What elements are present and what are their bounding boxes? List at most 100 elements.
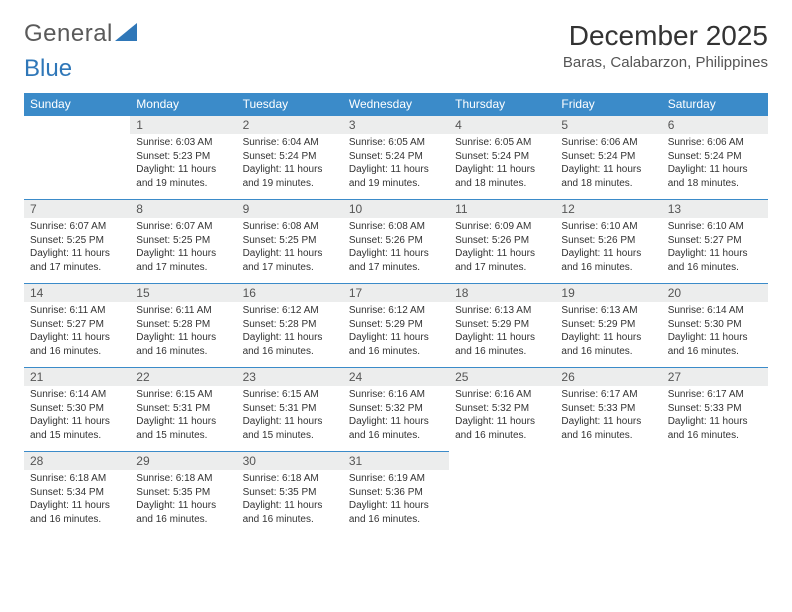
- sunset-text: Sunset: 5:33 PM: [561, 402, 655, 416]
- day-number: 22: [130, 368, 236, 386]
- sunrise-text: Sunrise: 6:10 AM: [668, 220, 762, 234]
- day-number: 12: [555, 200, 661, 218]
- sunrise-text: Sunrise: 6:10 AM: [561, 220, 655, 234]
- sunrise-text: Sunrise: 6:07 AM: [136, 220, 230, 234]
- sunset-text: Sunset: 5:32 PM: [349, 402, 443, 416]
- day-details: Sunrise: 6:12 AMSunset: 5:28 PMDaylight:…: [237, 302, 343, 362]
- calendar-day-cell: 7Sunrise: 6:07 AMSunset: 5:25 PMDaylight…: [24, 200, 130, 284]
- daylight-text: Daylight: 11 hours and 16 minutes.: [349, 499, 443, 526]
- sunrise-text: Sunrise: 6:07 AM: [30, 220, 124, 234]
- sunset-text: Sunset: 5:26 PM: [561, 234, 655, 248]
- sunrise-text: Sunrise: 6:19 AM: [349, 472, 443, 486]
- location: Baras, Calabarzon, Philippines: [563, 54, 768, 71]
- day-number: 28: [24, 452, 130, 470]
- sunrise-text: Sunrise: 6:15 AM: [243, 388, 337, 402]
- calendar-day-cell: 30 Sunrise: 6:18 AMSunset: 5:35 PMDayligh…: [237, 452, 343, 536]
- calendar-day-cell: 8Sunrise: 6:07 AMSunset: 5:25 PMDaylight…: [130, 200, 236, 284]
- sunset-text: Sunset: 5:30 PM: [30, 402, 124, 416]
- sunset-text: Sunset: 5:32 PM: [455, 402, 549, 416]
- calendar-header-row: SundayMondayTuesdayWednesdayThursdayFrid…: [24, 93, 768, 116]
- daylight-text: Daylight: 11 hours and 16 minutes.: [349, 331, 443, 358]
- sunrise-text: Sunrise: 6:06 AM: [668, 136, 762, 150]
- day-number: 4: [449, 116, 555, 134]
- calendar-day-cell: [555, 452, 661, 536]
- daylight-text: Daylight: 11 hours and 16 minutes.: [561, 247, 655, 274]
- calendar-day-cell: 9Sunrise: 6:08 AMSunset: 5:25 PMDaylight…: [237, 200, 343, 284]
- calendar-day-cell: 23Sunrise: 6:15 AMSunset: 5:31 PMDayligh…: [237, 368, 343, 452]
- sunset-text: Sunset: 5:27 PM: [30, 318, 124, 332]
- daylight-text: Daylight: 11 hours and 16 minutes.: [243, 331, 337, 358]
- calendar-week-row: 28Sunrise: 6:18 AMSunset: 5:34 PMDayligh…: [24, 452, 768, 536]
- daylight-text: Daylight: 11 hours and 15 minutes.: [30, 415, 124, 442]
- day-details: Sunrise: 6:15 AMSunset: 5:31 PMDaylight:…: [237, 386, 343, 446]
- daylight-text: Daylight: 11 hours and 16 minutes.: [668, 331, 762, 358]
- sunset-text: Sunset: 5:29 PM: [561, 318, 655, 332]
- day-number: 18: [449, 284, 555, 302]
- calendar-day-cell: 25Sunrise: 6:16 AMSunset: 5:32 PMDayligh…: [449, 368, 555, 452]
- sunset-text: Sunset: 5:28 PM: [136, 318, 230, 332]
- calendar-week-row: 14Sunrise: 6:11 AMSunset: 5:27 PMDayligh…: [24, 284, 768, 368]
- daylight-text: Daylight: 11 hours and 16 minutes.: [30, 331, 124, 358]
- daylight-text: Daylight: 11 hours and 16 minutes.: [30, 499, 124, 526]
- weekday-header: Wednesday: [343, 93, 449, 116]
- calendar-day-cell: 21 Sunrise: 6:14 AMSunset: 5:30 PMDayligh…: [24, 368, 130, 452]
- day-details: Sunrise: 6:07 AMSunset: 5:25 PMDaylight:…: [24, 218, 130, 278]
- sunset-text: Sunset: 5:24 PM: [668, 150, 762, 164]
- day-number: 21: [24, 368, 130, 386]
- daylight-text: Daylight: 11 hours and 16 minutes.: [243, 499, 337, 526]
- sunrise-text: Sunrise: 6:16 AM: [455, 388, 549, 402]
- sunrise-text: Sunrise: 6:18 AM: [30, 472, 124, 486]
- daylight-text: Daylight: 11 hours and 17 minutes.: [349, 247, 443, 274]
- sunset-text: Sunset: 5:29 PM: [455, 318, 549, 332]
- day-details: Sunrise: 6:08 AMSunset: 5:26 PMDaylight:…: [343, 218, 449, 278]
- calendar-day-cell: 28Sunrise: 6:18 AMSunset: 5:34 PMDayligh…: [24, 452, 130, 536]
- day-details: Sunrise: 6:14 AMSunset: 5:30 PMDaylight:…: [662, 302, 768, 362]
- day-number: 31: [343, 452, 449, 470]
- day-details: Sunrise: 6:10 AMSunset: 5:27 PMDaylight:…: [662, 218, 768, 278]
- weekday-header: Thursday: [449, 93, 555, 116]
- day-number: 9: [237, 200, 343, 218]
- day-details: Sunrise: 6:15 AMSunset: 5:31 PMDaylight:…: [130, 386, 236, 446]
- calendar-day-cell: 5Sunrise: 6:06 AMSunset: 5:24 PMDaylight…: [555, 116, 661, 200]
- day-details: Sunrise: 6:16 AMSunset: 5:32 PMDaylight:…: [343, 386, 449, 446]
- sunrise-text: Sunrise: 6:17 AM: [561, 388, 655, 402]
- sunset-text: Sunset: 5:25 PM: [136, 234, 230, 248]
- day-number: 10: [343, 200, 449, 218]
- calendar-day-cell: 27Sunrise: 6:17 AMSunset: 5:33 PMDayligh…: [662, 368, 768, 452]
- sunrise-text: Sunrise: 6:08 AM: [349, 220, 443, 234]
- sunrise-text: Sunrise: 6:13 AM: [455, 304, 549, 318]
- calendar-day-cell: 20Sunrise: 6:14 AMSunset: 5:30 PMDayligh…: [662, 284, 768, 368]
- sunset-text: Sunset: 5:35 PM: [136, 486, 230, 500]
- daylight-text: Daylight: 11 hours and 16 minutes.: [136, 331, 230, 358]
- sunrise-text: Sunrise: 6:17 AM: [668, 388, 762, 402]
- day-number: 30: [237, 452, 343, 470]
- sunrise-text: Sunrise: 6:14 AM: [30, 388, 124, 402]
- day-details: Sunrise: 6:05 AMSunset: 5:24 PMDaylight:…: [343, 134, 449, 194]
- calendar-day-cell: [449, 452, 555, 536]
- sunset-text: Sunset: 5:35 PM: [243, 486, 337, 500]
- daylight-text: Daylight: 11 hours and 18 minutes.: [455, 163, 549, 190]
- weekday-header: Tuesday: [237, 93, 343, 116]
- sunrise-text: Sunrise: 6:18 AM: [243, 472, 337, 486]
- calendar-body: 1Sunrise: 6:03 AMSunset: 5:23 PMDaylight…: [24, 116, 768, 536]
- day-number: 29: [130, 452, 236, 470]
- day-number: 14: [24, 284, 130, 302]
- sunrise-text: Sunrise: 6:12 AM: [243, 304, 337, 318]
- calendar-day-cell: 15Sunrise: 6:11 AMSunset: 5:28 PMDayligh…: [130, 284, 236, 368]
- day-details: Sunrise: 6:11 AMSunset: 5:28 PMDaylight:…: [130, 302, 236, 362]
- day-details: Sunrise: 6:06 AMSunset: 5:24 PMDaylight:…: [662, 134, 768, 194]
- weekday-header: Saturday: [662, 93, 768, 116]
- sunset-text: Sunset: 5:23 PM: [136, 150, 230, 164]
- calendar-day-cell: 2Sunrise: 6:04 AMSunset: 5:24 PMDaylight…: [237, 116, 343, 200]
- day-number: 23: [237, 368, 343, 386]
- day-number: [24, 116, 130, 120]
- calendar-day-cell: 29Sunrise: 6:18 AMSunset: 5:35 PMDayligh…: [130, 452, 236, 536]
- day-number: 17: [343, 284, 449, 302]
- daylight-text: Daylight: 11 hours and 16 minutes.: [136, 499, 230, 526]
- calendar-day-cell: 1Sunrise: 6:03 AMSunset: 5:23 PMDaylight…: [130, 116, 236, 200]
- sunset-text: Sunset: 5:28 PM: [243, 318, 337, 332]
- calendar-table: SundayMondayTuesdayWednesdayThursdayFrid…: [24, 93, 768, 536]
- calendar-day-cell: 4Sunrise: 6:05 AMSunset: 5:24 PMDaylight…: [449, 116, 555, 200]
- weekday-header: Sunday: [24, 93, 130, 116]
- daylight-text: Daylight: 11 hours and 16 minutes.: [561, 331, 655, 358]
